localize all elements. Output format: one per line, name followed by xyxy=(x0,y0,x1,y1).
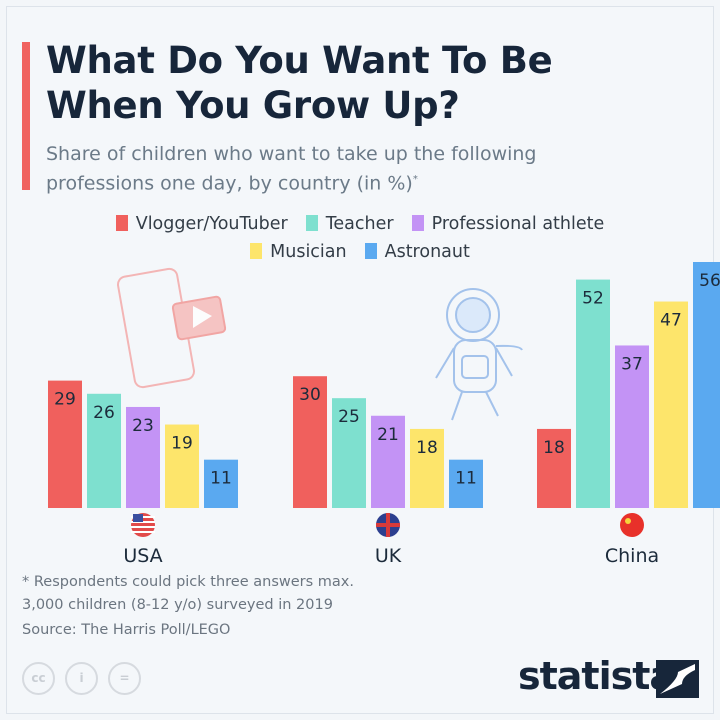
legend-item: Professional athlete xyxy=(411,210,605,238)
subtitle-line: professions one day, by country (in %)* xyxy=(46,167,537,196)
data-label: 21 xyxy=(377,425,399,445)
title-line: What Do You Want To Be xyxy=(46,39,553,82)
flag-icon xyxy=(131,513,155,537)
data-label: 29 xyxy=(54,390,76,410)
bar xyxy=(87,393,121,508)
legend-label: Musician xyxy=(270,242,347,262)
legend-label: Astronaut xyxy=(384,242,470,262)
source-text: Source: The Harris Poll/LEGO xyxy=(22,622,231,638)
data-label: 30 xyxy=(299,385,321,405)
data-label: 26 xyxy=(93,403,115,423)
data-label: 11 xyxy=(455,469,477,489)
cc-icon[interactable]: cc xyxy=(22,662,55,695)
bar xyxy=(126,406,160,508)
legend-swatch xyxy=(411,215,424,231)
flag-icon xyxy=(620,513,644,537)
bar xyxy=(293,376,327,508)
chart-subtitle: Share of children who want to take up th… xyxy=(46,142,537,196)
legend-item: Astronaut xyxy=(364,238,470,266)
legend-item: Vlogger/YouTuber xyxy=(115,210,288,238)
category-label: UK xyxy=(375,545,402,567)
bar xyxy=(332,398,366,508)
legend-swatch xyxy=(250,243,263,259)
no-derivatives-icon[interactable]: = xyxy=(108,662,141,695)
bar xyxy=(410,428,444,508)
legend-swatch xyxy=(364,243,377,259)
footnote-text: 3,000 children (8-12 y/o) surveyed in 20… xyxy=(22,597,333,613)
subtitle-text: professions one day, by country (in %) xyxy=(46,172,413,195)
data-label: 11 xyxy=(210,469,232,489)
bar xyxy=(576,279,610,508)
statista-logo[interactable]: statista xyxy=(518,654,675,698)
footnote-mark: * xyxy=(412,174,418,185)
data-label: 18 xyxy=(416,438,438,458)
bar xyxy=(449,459,483,508)
legend-item: Musician xyxy=(250,238,347,266)
legend: Vlogger/YouTuber Teacher Professional athl… xyxy=(30,210,690,266)
title-line: When You Grow Up? xyxy=(46,84,460,127)
bar xyxy=(693,262,720,508)
footnotes: * Respondents could pick three answers m… xyxy=(22,571,354,642)
data-label: 18 xyxy=(543,438,565,458)
flag-icon xyxy=(376,513,400,537)
video-phone-icon xyxy=(116,267,227,389)
data-label: 25 xyxy=(338,407,360,427)
bar xyxy=(165,424,199,508)
legend-swatch xyxy=(115,215,128,231)
legend-item: Teacher xyxy=(305,210,394,238)
data-label: 47 xyxy=(660,311,682,331)
chart-title: What Do You Want To Be When You Grow Up? xyxy=(46,38,553,128)
data-label: 52 xyxy=(582,289,604,309)
astronaut-icon xyxy=(435,288,523,421)
data-label: 37 xyxy=(621,354,643,374)
bar xyxy=(654,301,688,508)
bar xyxy=(48,380,82,508)
category-label: USA xyxy=(123,545,162,567)
legend-label: Vlogger/YouTuber xyxy=(135,214,288,234)
statista-logo-mark xyxy=(656,660,699,698)
bar xyxy=(615,345,649,508)
bar xyxy=(371,415,405,508)
legend-label: Teacher xyxy=(325,214,394,234)
data-label: 56 xyxy=(699,271,720,291)
subtitle-line: Share of children who want to take up th… xyxy=(46,143,537,165)
attribution-icon[interactable]: i xyxy=(65,662,98,695)
legend-swatch xyxy=(305,215,318,231)
legend-label: Professional athlete xyxy=(431,214,605,234)
bar xyxy=(537,428,571,508)
accent-bar xyxy=(22,42,30,190)
footnote-text: * Respondents could pick three answers m… xyxy=(22,574,354,590)
bar xyxy=(204,459,238,508)
data-label: 23 xyxy=(132,416,154,436)
category-label: China xyxy=(605,545,659,567)
data-label: 19 xyxy=(171,434,193,454)
